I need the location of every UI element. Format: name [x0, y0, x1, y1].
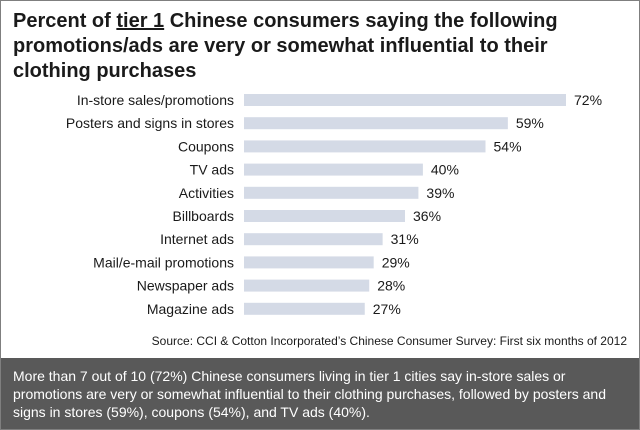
category-label: Coupons	[178, 138, 234, 154]
category-label: Internet ads	[160, 231, 234, 247]
source-note: Source: CCI & Cotton Incorporated’s Chin…	[151, 334, 627, 348]
value-label: 39%	[426, 185, 454, 201]
value-label: 28%	[377, 278, 405, 294]
value-label: 72%	[574, 92, 602, 108]
category-label: Magazine ads	[147, 301, 234, 317]
title-prefix: Percent of	[13, 10, 117, 32]
bar	[244, 117, 508, 130]
title-underlined: tier 1	[116, 10, 165, 32]
category-label: Posters and signs in stores	[66, 115, 234, 131]
value-label: 36%	[413, 208, 441, 224]
value-label: 29%	[382, 254, 410, 270]
bar	[244, 302, 365, 315]
title-suffix: Chinese consumers saying the following p…	[13, 10, 558, 82]
category-label: Activities	[179, 185, 234, 201]
value-label: 40%	[431, 162, 459, 178]
bar	[244, 210, 405, 222]
value-label: 54%	[494, 138, 522, 154]
bar	[244, 256, 374, 269]
bar	[244, 163, 423, 176]
category-label: Billboards	[173, 208, 234, 224]
category-label: Newspaper ads	[137, 278, 234, 294]
value-label: 31%	[391, 231, 419, 247]
bar	[244, 233, 383, 246]
category-label: TV ads	[190, 162, 234, 178]
summary-footer: More than 7 out of 10 (72%) Chinese cons…	[1, 358, 639, 429]
bar	[244, 279, 370, 292]
chart-title: Percent of tier 1 Chinese consumers sayi…	[13, 9, 623, 84]
bar	[244, 186, 419, 199]
category-label: Mail/e-mail promotions	[93, 254, 234, 270]
chart-marks: In-store sales/promotions 72% Posters and …	[66, 92, 602, 317]
value-label: 27%	[373, 301, 401, 317]
bar	[244, 140, 486, 153]
bar-chart: In-store sales/promotions 72% Posters and …	[66, 92, 602, 317]
value-label: 59%	[516, 115, 544, 131]
category-label: In-store sales/promotions	[77, 92, 234, 108]
bar	[244, 94, 566, 106]
